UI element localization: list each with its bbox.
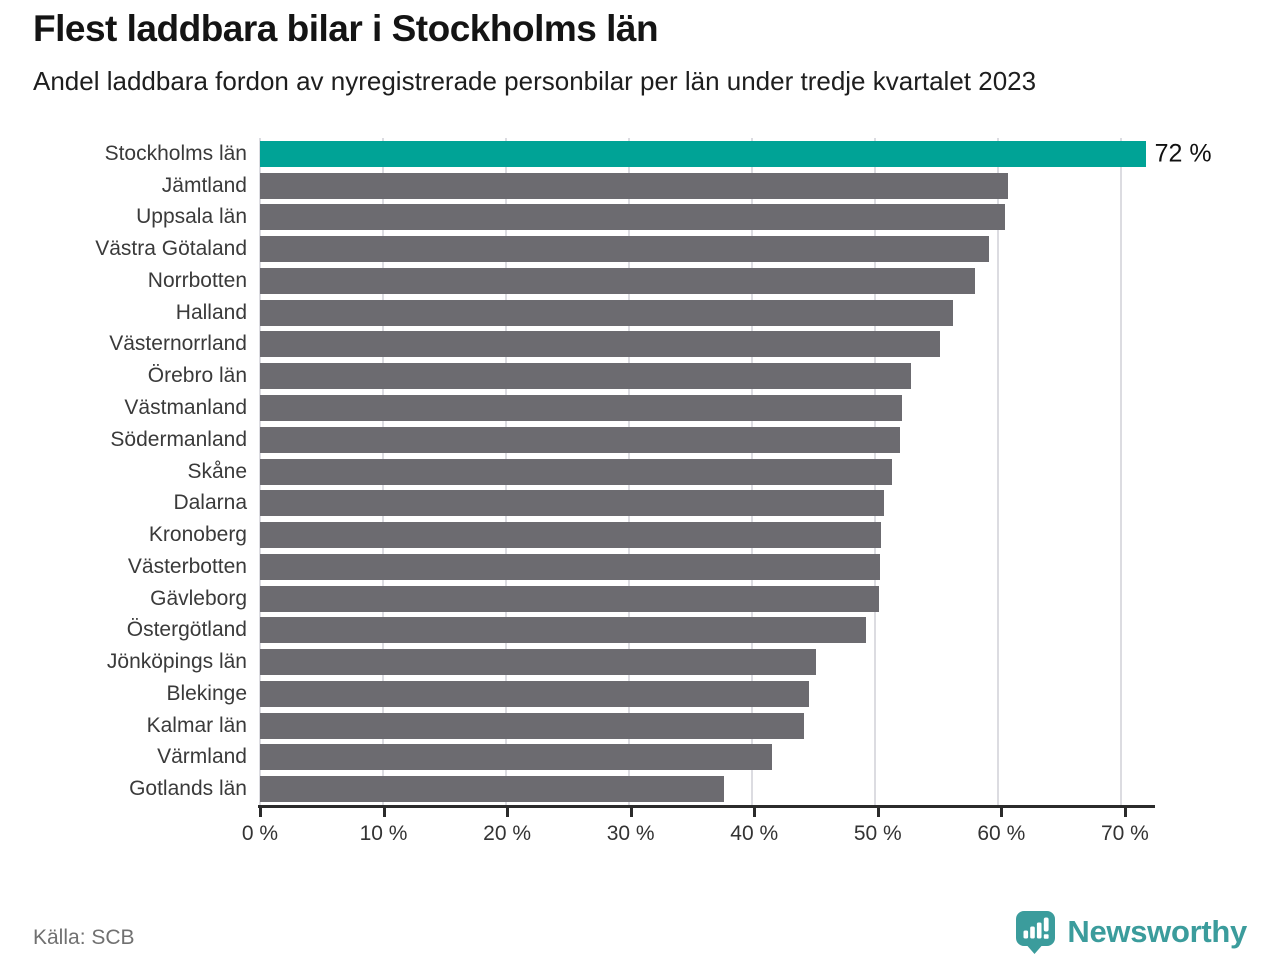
bar (260, 458, 893, 485)
category-label: Södermanland (110, 427, 247, 451)
x-axis: 0 % 10 % 20 % 30 % 40 % 50 % 60 % 70 % (242, 805, 1155, 855)
bar (260, 172, 1008, 199)
bar (260, 140, 1146, 167)
bar (260, 395, 903, 421)
axis-tick-label: 30 % (606, 822, 655, 845)
bar-row (260, 646, 1153, 678)
axis-tick-label: 20 % (483, 822, 532, 845)
bar-row (260, 710, 1153, 742)
bar (260, 649, 816, 676)
bar-row (260, 202, 1153, 234)
bar (260, 490, 884, 517)
axis-tick-label: 60 % (977, 822, 1026, 845)
category-label: Västerbotten (127, 554, 247, 578)
bar-row (260, 392, 1153, 424)
bar-row (260, 360, 1153, 392)
category-label: Dalarna (173, 491, 247, 515)
bar (260, 744, 772, 771)
bar (260, 426, 900, 453)
bar-row: 72 % (260, 138, 1212, 170)
chart-title: Flest laddbara bilar i Stockholms län (33, 8, 659, 49)
axis-tick (259, 808, 262, 817)
bar (260, 680, 809, 707)
category-label: Östergötland (126, 618, 247, 642)
gridline (1120, 138, 1123, 805)
category-label: Blekinge (166, 681, 247, 705)
bar (260, 236, 990, 263)
bar (260, 522, 882, 549)
category-label: Kronoberg (148, 523, 247, 547)
bar (260, 553, 880, 580)
plot-area: 72 % (259, 138, 1212, 805)
brand-name: Newsworthy (1067, 914, 1247, 949)
bar (260, 267, 975, 294)
category-label: Norrbotten (147, 268, 247, 292)
category-label: Västmanland (124, 396, 247, 419)
category-label: Skåne (187, 459, 247, 483)
category-label: Kalmar län (146, 713, 247, 737)
category-label: Västernorrland (109, 332, 247, 356)
axis-tick-label: 40 % (730, 822, 779, 845)
axis-tick (753, 808, 757, 817)
axis-tick (629, 808, 633, 817)
bar-chart: Stockholms län Jämtland Uppsala län Västra … (33, 138, 1212, 805)
bar (260, 712, 804, 739)
bar-row (260, 614, 1153, 646)
bar-row (260, 297, 1153, 329)
category-label: Stockholms län (104, 141, 247, 165)
bar-row (260, 773, 1153, 805)
bar (260, 776, 724, 803)
bar (260, 585, 879, 612)
category-label: Värmland (157, 745, 247, 769)
bar-row (260, 519, 1153, 551)
category-label: Jönköpings län (106, 650, 247, 674)
bar (260, 617, 867, 644)
bar (260, 331, 941, 358)
axis-tick (506, 808, 510, 817)
category-label: Uppsala län (136, 205, 247, 229)
bar (260, 299, 953, 326)
source-label: Källa: SCB (33, 926, 135, 949)
newsworthy-logo-icon (1016, 911, 1056, 954)
axis-tick (1123, 808, 1127, 817)
bar-row (260, 583, 1153, 615)
axis-tick-label: 10 % (359, 822, 408, 845)
chart-subtitle: Andel laddbara fordon av nyregistrerade … (33, 66, 1037, 96)
bar-row (260, 487, 1153, 519)
category-labels-column: Stockholms län Jämtland Uppsala län Västra … (33, 138, 260, 805)
bar-row (260, 233, 1153, 265)
bar-row (260, 265, 1153, 297)
axis-tick (1000, 808, 1004, 817)
axis-tick (876, 808, 880, 817)
bar-row (260, 678, 1153, 710)
category-label: Jämtland (161, 173, 247, 197)
newsworthy-logo: Newsworthy (1015, 910, 1247, 954)
category-label: Halland (175, 300, 247, 324)
category-label: Västra Götaland (95, 237, 247, 261)
bar (260, 204, 1006, 231)
gridline (997, 138, 1000, 805)
bar-row (260, 456, 1153, 488)
bar-row (260, 551, 1153, 583)
bar-row (260, 742, 1153, 774)
bar-row (260, 329, 1153, 361)
axis-tick-label: 0 % (241, 822, 279, 845)
bar-row (260, 170, 1153, 202)
bar (260, 363, 911, 390)
bar-value-label: 72 % (1154, 139, 1212, 168)
axis-tick-label: 70 % (1100, 822, 1149, 845)
bar-row (260, 424, 1153, 456)
axis-tick (382, 808, 386, 817)
category-label: Gotlands län (129, 777, 247, 801)
category-label: Gävleborg (150, 586, 247, 610)
category-label: Örebro län (147, 364, 247, 388)
axis-tick-label: 50 % (853, 822, 902, 845)
